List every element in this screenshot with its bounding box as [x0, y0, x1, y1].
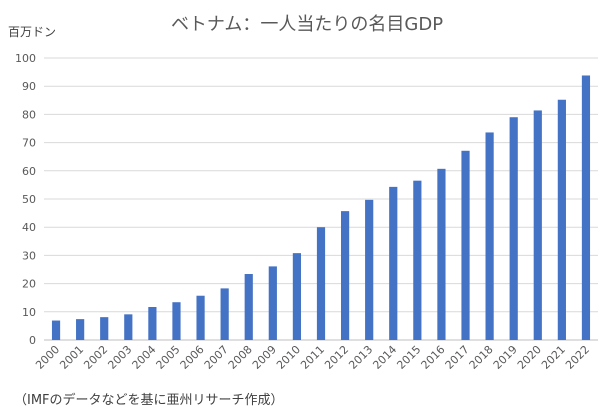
- x-tick-label: 2022: [563, 343, 592, 372]
- x-tick-label: 2004: [130, 343, 159, 372]
- x-tick-label: 2003: [105, 343, 134, 372]
- bar: [316, 227, 326, 340]
- x-tick-label: 2007: [202, 343, 231, 372]
- x-tick-label: 2012: [322, 343, 351, 372]
- bar: [557, 99, 566, 341]
- bar: [437, 168, 446, 340]
- y-tick-label: 10: [22, 306, 36, 319]
- bar: [365, 199, 374, 340]
- y-tick-label: 70: [22, 137, 36, 150]
- y-tick-label: 50: [22, 193, 36, 206]
- x-tick-label: 2020: [515, 343, 544, 372]
- bar: [340, 211, 350, 340]
- x-tick-label: 2011: [298, 343, 327, 372]
- x-tick-label: 2018: [467, 343, 496, 372]
- x-tick-label: 2010: [274, 343, 303, 372]
- y-tick-label: 100: [15, 52, 36, 65]
- bar: [220, 288, 229, 340]
- bar: [581, 75, 591, 340]
- y-tick-label: 60: [22, 165, 36, 178]
- y-tick-label: 0: [29, 334, 36, 347]
- bar: [413, 180, 422, 340]
- bar: [509, 117, 518, 340]
- y-tick-label: 80: [22, 108, 36, 121]
- x-tick-label: 2013: [346, 343, 375, 372]
- chart-title: ベトナム：一人当たりの名目GDP: [170, 14, 444, 35]
- x-tick-label: 2009: [250, 343, 279, 372]
- bar: [533, 110, 542, 341]
- x-tick-label: 2000: [33, 343, 62, 372]
- bar: [124, 314, 133, 340]
- x-tick-label: 2005: [154, 343, 183, 372]
- y-axis-unit-label: 百万ドン: [8, 25, 57, 39]
- source-note: （IMFのデータなどを基に亜州リサーチ作成）: [14, 393, 284, 408]
- y-tick-label: 20: [22, 278, 36, 291]
- x-tick-label: 2006: [178, 343, 207, 372]
- bar: [389, 186, 398, 340]
- bar: [461, 150, 470, 340]
- x-tick-label: 2001: [57, 343, 86, 372]
- bar: [148, 307, 157, 340]
- x-tick-label: 2014: [370, 343, 399, 372]
- x-tick-label: 2015: [394, 343, 423, 372]
- bar: [51, 320, 61, 340]
- y-tick-label: 90: [22, 80, 36, 93]
- y-tick-label: 30: [22, 249, 36, 262]
- bar: [244, 274, 253, 340]
- bar: [196, 295, 205, 340]
- bar: [172, 302, 181, 340]
- bar: [485, 132, 494, 340]
- bar: [268, 266, 277, 340]
- x-tick-label: 2002: [81, 343, 110, 372]
- x-tick-label: 2021: [539, 343, 568, 372]
- y-tick-label: 40: [22, 221, 36, 234]
- x-tick-label: 2017: [443, 343, 472, 372]
- bar: [292, 253, 302, 340]
- x-tick-label: 2008: [226, 343, 255, 372]
- x-tick-label: 2019: [491, 343, 520, 372]
- bar: [76, 319, 85, 340]
- bar: [100, 317, 109, 340]
- x-tick-label: 2016: [419, 343, 448, 372]
